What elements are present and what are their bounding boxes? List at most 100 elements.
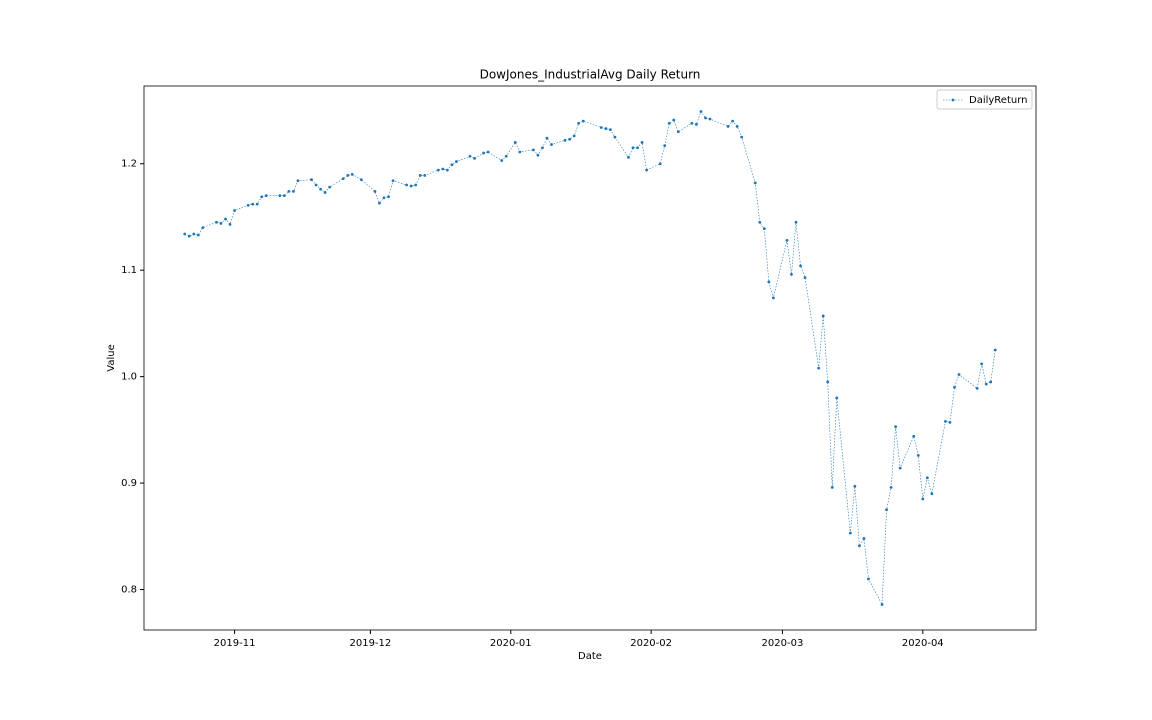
data-point [690, 121, 694, 125]
data-point [704, 116, 707, 120]
series-line [184, 110, 996, 606]
data-point [215, 220, 218, 224]
data-point [350, 172, 354, 176]
data-point [187, 234, 191, 238]
data-point [346, 174, 350, 177]
data-point [803, 276, 807, 280]
y-tick-label: 1.0 [121, 372, 137, 383]
y-tick-label: 0.9 [121, 478, 137, 489]
legend-marker [951, 98, 955, 102]
data-point [912, 434, 916, 438]
data-point [296, 179, 300, 183]
x-tick-label: 2020-04 [902, 638, 944, 649]
data-point [740, 135, 744, 139]
x-tick-label: 2020-02 [630, 638, 672, 649]
data-point [848, 531, 852, 535]
data-point [314, 183, 318, 187]
data-point [387, 195, 390, 199]
data-point [880, 603, 884, 606]
data-point [563, 138, 567, 142]
data-point [957, 373, 961, 376]
data-point [667, 121, 671, 125]
data-point [817, 366, 821, 370]
data-point [608, 128, 612, 132]
data-point [482, 151, 485, 155]
data-point [658, 162, 662, 166]
x-tick-label: 2019-11 [214, 638, 256, 649]
x-tick-label: 2020-01 [490, 638, 532, 649]
data-point [246, 203, 250, 207]
data-point [930, 492, 934, 496]
data-point [862, 537, 866, 540]
data-point [631, 146, 635, 150]
data-point [541, 146, 544, 150]
data-point [455, 160, 458, 163]
data-point [663, 144, 667, 148]
data-point [771, 296, 775, 300]
data-point [627, 155, 630, 159]
data-point [989, 380, 993, 384]
data-point [858, 544, 861, 548]
data-point [292, 189, 295, 193]
x-tick-label: 2020-03 [762, 638, 804, 649]
data-point [391, 179, 395, 183]
data-point [504, 154, 508, 158]
y-tick-label: 0.8 [121, 585, 137, 596]
data-point [378, 201, 381, 205]
data-point [192, 232, 196, 236]
y-tick-label: 1.1 [121, 265, 137, 276]
data-point [536, 153, 540, 157]
data-point [599, 126, 603, 129]
data-point [550, 143, 553, 146]
data-point [183, 232, 187, 236]
data-point [699, 110, 703, 113]
data-point [581, 119, 585, 123]
data-point [196, 233, 200, 237]
data-point [672, 118, 676, 122]
data-point [441, 167, 445, 171]
legend-label: DailyReturn [969, 95, 1028, 106]
data-point [278, 194, 282, 198]
data-point [373, 189, 377, 193]
data-point [830, 485, 834, 489]
data-point [726, 125, 730, 128]
data-point [319, 187, 322, 191]
data-point [568, 137, 572, 141]
data-point [287, 189, 291, 193]
data-point [636, 146, 639, 150]
data-point [282, 194, 286, 198]
data-point [695, 122, 698, 126]
data-point [518, 150, 522, 154]
data-point [735, 125, 739, 128]
data-point [867, 577, 870, 581]
data-point [224, 217, 227, 221]
data-point [418, 174, 422, 177]
data-point [486, 150, 490, 154]
data-point [228, 222, 232, 226]
data-point [255, 202, 259, 206]
data-point [790, 273, 793, 276]
data-point [944, 419, 947, 423]
legend-box [936, 89, 1033, 110]
data-point [260, 195, 264, 199]
data-point [310, 178, 313, 182]
data-point [993, 348, 997, 352]
x-axis-label: Date [578, 651, 602, 662]
data-point [794, 220, 798, 224]
data-point [500, 159, 504, 162]
data-point [233, 209, 236, 212]
data-point [359, 178, 363, 182]
data-point [708, 117, 712, 121]
data-point [826, 380, 830, 384]
y-tick-label: 1.2 [121, 159, 137, 170]
data-point [921, 497, 925, 501]
data-point [251, 202, 255, 206]
data-point [898, 466, 902, 470]
data-point [328, 185, 332, 189]
data-point [436, 168, 440, 172]
data-point [676, 130, 680, 134]
data-point [545, 136, 549, 140]
data-point [414, 183, 418, 187]
